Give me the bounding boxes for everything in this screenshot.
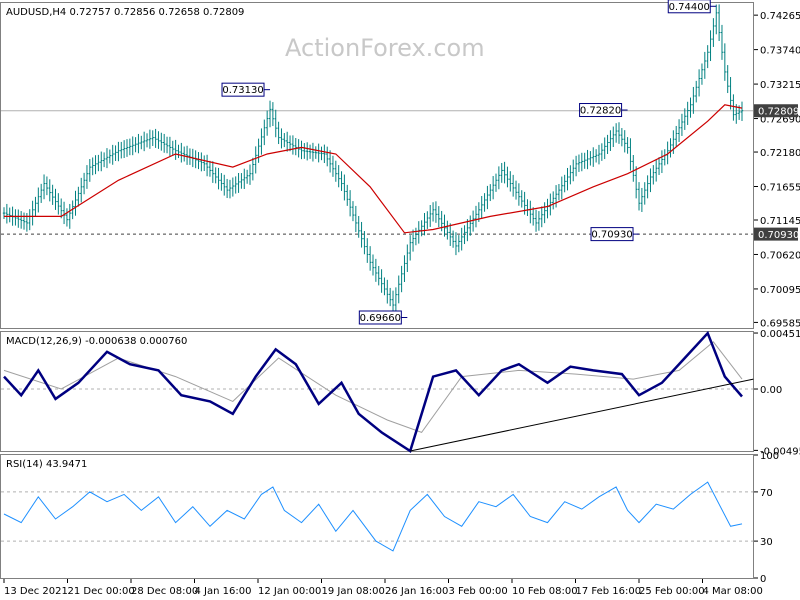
rsi-series	[1, 481, 753, 552]
annotation-box	[590, 227, 634, 242]
annotation-box	[667, 0, 711, 14]
time-axis-label: 26 Jan 16:00	[385, 586, 448, 597]
price-axis-label: 0.72180	[760, 148, 800, 159]
price-axis-label: 0.69585	[760, 318, 800, 329]
price-axis-label: 0.70095	[760, 285, 800, 296]
time-axis-label: 13 Dec 2021	[4, 586, 68, 597]
rsi-axis-label: 100	[760, 451, 779, 462]
macd-line	[3, 330, 743, 453]
time-axis-label: 17 Feb 16:00	[576, 586, 642, 597]
price-axis-label: 0.70620	[760, 250, 800, 261]
price-panel-frame	[0, 2, 754, 329]
rsi-panel-title: RSI(14) 43.9471	[6, 459, 87, 470]
time-axis-label: 28 Dec 08:00	[131, 586, 198, 597]
rsi-axis-label: 0	[760, 574, 766, 585]
annotation-box	[221, 82, 265, 97]
price-axis-label: 0.74265	[760, 11, 800, 22]
rsi-axis-label: 70	[760, 488, 773, 499]
time-axis-label: 4 Jan 16:00	[195, 586, 252, 597]
time-axis-label: 12 Jan 00:00	[258, 586, 321, 597]
macd-panel-frame	[0, 331, 754, 452]
annotation-label: 0.74400	[669, 2, 710, 13]
watermark: ActionForex.com	[285, 34, 485, 62]
annotation-label: 0.72820	[580, 106, 621, 117]
macd-panel-title: MACD(12,26,9) -0.000638 0.000760	[6, 336, 187, 347]
macd-axis-label: -0.00495	[760, 446, 800, 457]
price-axis-label: 0.73215	[760, 80, 800, 91]
macd-series	[1, 330, 754, 453]
level-tag-box	[754, 227, 798, 241]
price-axis-label: 0.73740	[760, 46, 800, 57]
time-axis-label: 4 Mar 08:00	[703, 586, 763, 597]
level-tag-label: 0.70930	[758, 230, 799, 241]
price-series: 0.74400 0.73130 0.72820 0.70930 0.69660	[1, 0, 753, 325]
current-price-tag-box	[754, 104, 798, 118]
price-axis-label: 0.71145	[760, 216, 800, 227]
time-axis-label: 25 Feb 00:00	[639, 586, 705, 597]
price-panel-title: AUDUSD,H4 0.72757 0.72856 0.72658 0.7280…	[6, 7, 244, 18]
time-axis-label: 19 Jan 08:00	[322, 586, 385, 597]
current-price-tag-label: 0.72809	[758, 107, 799, 118]
macd-trendline	[410, 378, 754, 452]
rsi-axis-label: 30	[760, 537, 773, 548]
rsi-panel-frame	[0, 454, 754, 579]
axes: 0.74265 0.73740 0.73215 0.72690 0.72180 0.716…	[3, 11, 800, 597]
annotation-label: 0.73130	[222, 85, 263, 96]
price-axis-label: 0.71655	[760, 183, 800, 194]
price-axis-label: 0.72690	[760, 115, 800, 126]
annotation-label: 0.69660	[360, 313, 401, 324]
time-axis-label: 21 Dec 00:00	[68, 586, 135, 597]
rsi-line	[3, 481, 743, 552]
macd-axis-label: 0.00	[760, 385, 782, 396]
annotation-label: 0.70930	[591, 230, 632, 241]
time-axis-label: 3 Feb 00:00	[449, 586, 508, 597]
time-axis-label: 10 Feb 08:00	[512, 586, 578, 597]
annotation-box	[358, 310, 402, 325]
macd-axis-label: 0.004517	[760, 329, 800, 340]
annotation-box	[579, 103, 623, 118]
moving-average-line	[4, 104, 743, 234]
